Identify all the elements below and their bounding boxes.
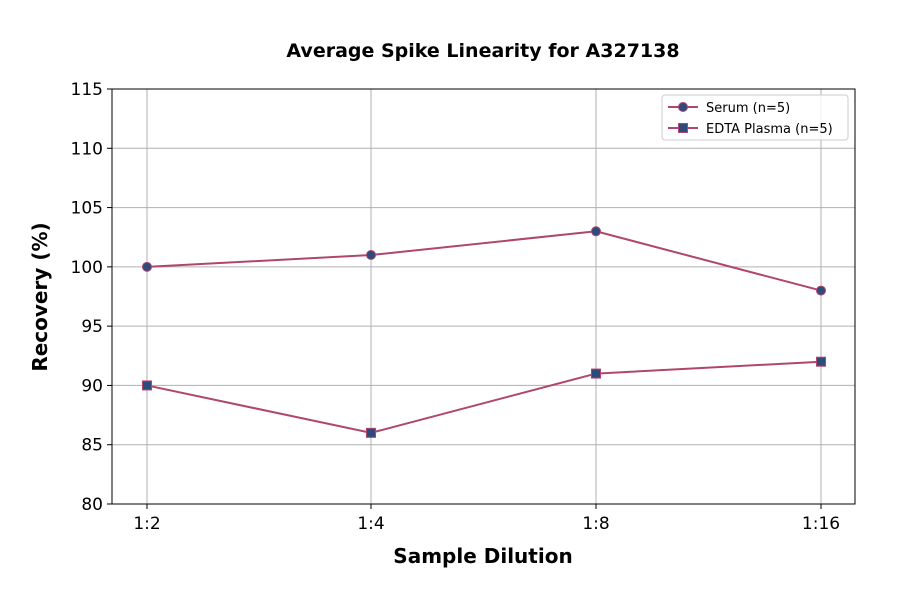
plot-area-frame [111,88,856,505]
data-point [816,285,826,296]
y-tick-label: 90 [81,376,103,396]
data-point [591,368,601,379]
series-line [146,360,822,434]
legend-label: EDTA Plasma (n=5) [706,122,833,137]
y-tick-label: 85 [81,436,103,456]
series-line [146,230,822,292]
legend-label: Serum (n=5) [706,101,790,116]
y-tick-label: 110 [71,139,103,159]
data-point [816,356,826,367]
data-point [366,427,376,438]
y-tick-label: 95 [81,317,103,337]
legend-box [661,94,849,141]
x-tick-label: 1:8 [582,514,609,534]
y-axis-label: Recovery (%) [28,222,52,371]
x-tick-label: 1:16 [802,514,840,534]
legend: Serum (n=5) EDTA Plasma (n=5) [661,94,849,141]
data-point [142,380,152,391]
y-tick-label: 105 [71,199,103,219]
legend-marker [678,123,688,133]
x-tick-label: 1:4 [357,514,384,534]
y-tick-label: 100 [71,258,103,278]
x-axis-label: Sample Dilution [393,544,572,568]
y-tick-label: 80 [81,495,103,515]
x-tick-label: 1:2 [133,514,160,534]
data-point [591,226,601,237]
data-point [142,261,152,272]
chart-title: Average Spike Linearity for A327138 [286,40,679,62]
y-tick-label: 115 [71,80,103,100]
legend-marker [678,102,688,112]
data-point [366,250,376,260]
